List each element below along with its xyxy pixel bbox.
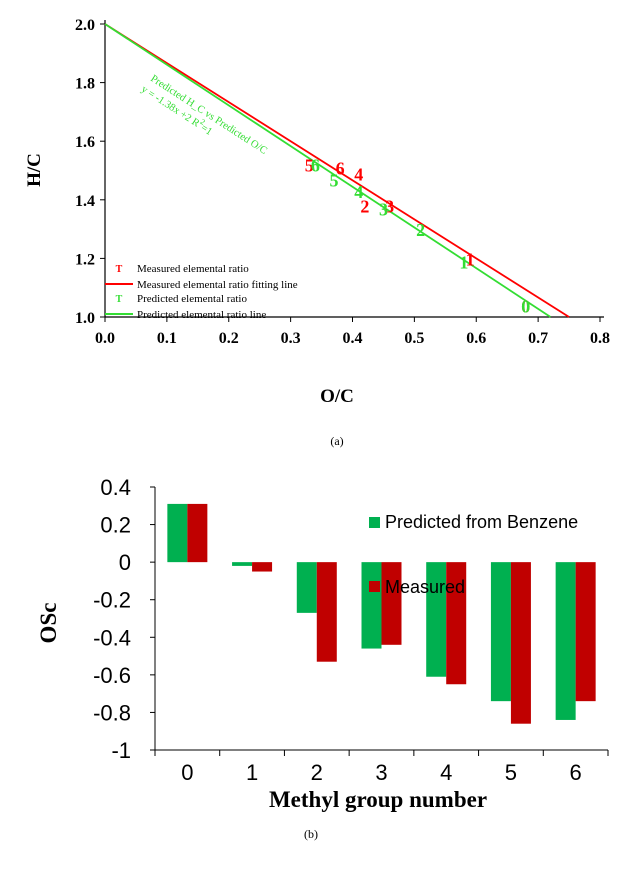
panel-b-x-tick-label: 5 <box>505 760 517 785</box>
data-label-measured-4: 4 <box>354 164 363 184</box>
data-label-measured-1: 1 <box>466 249 475 269</box>
panel-b-y-tick-label: -0.4 <box>93 625 131 650</box>
panel-b-y-axis-label: OSc <box>36 603 61 644</box>
legend-label-predicted-line: Predicted elemental ratio line <box>137 309 266 321</box>
legend-label-measured-bar: Measured <box>385 577 465 597</box>
panel-a-y-tick-label: 1.4 <box>75 193 95 210</box>
bar-predicted-3 <box>361 562 382 649</box>
panel-b-x-axis-label: Methyl group number <box>269 787 487 812</box>
legend-label-measured-line: Measured elemental ratio fitting line <box>137 279 298 291</box>
data-label-predicted-6: 6 <box>311 156 320 176</box>
panel-a-y-tick-label: 1.8 <box>75 76 95 93</box>
panel-b-x-tick-label: 4 <box>440 760 452 785</box>
panel-a-fit-lines <box>104 23 570 318</box>
panel-b-bars <box>167 503 596 724</box>
panel-a-y-tick-label: 1.6 <box>75 134 95 151</box>
legend-marker-predicted: T <box>116 294 123 305</box>
bar-measured-2 <box>316 562 337 662</box>
annotation-superscript: 2 <box>198 117 206 127</box>
panel-a-x-tick-label: 0.5 <box>404 330 424 347</box>
bar-measured-5 <box>510 562 531 724</box>
panel-b-x-tick-label: 2 <box>311 760 323 785</box>
panel-a-x-tick-label: 0.8 <box>590 330 610 347</box>
panel-a-axes: 0.0 0.1 0.2 0.3 0.4 0.5 0.6 0.7 0.8 1.0 1.2 1.4 1.6 1… <box>75 17 610 347</box>
data-label-predicted-0: 0 <box>521 296 530 316</box>
fit-line-predicted-elemental-ratio-line <box>104 23 551 318</box>
data-label-measured-5: 5 <box>305 156 314 176</box>
panel-a-x-tick-label: 0.0 <box>95 330 115 347</box>
legend-label-predicted: Predicted elemental ratio <box>137 293 247 305</box>
bar-predicted-0 <box>167 503 188 563</box>
data-label-measured-2: 2 <box>360 197 369 217</box>
panel-a-x-tick-label: 0.2 <box>219 330 239 347</box>
legend-swatch-measured <box>369 581 380 592</box>
panel-b-y-tick-label: 0.2 <box>100 513 131 538</box>
bar-measured-3 <box>381 562 402 645</box>
panel-b-bar-chart: 0.4 0.2 0 -0.2 -0.4 -0.6 -0.8 -1 0 1 2 3 4 5 6 Predict… <box>36 475 609 841</box>
panel-b-y-tick-label: 0 <box>119 550 131 575</box>
bar-measured-4 <box>446 562 467 685</box>
panel-b-y-tick-label: -0.2 <box>93 588 131 613</box>
panel-a-x-tick-label: 0.1 <box>157 330 177 347</box>
panel-a-x-axis-label: O/C <box>320 386 354 407</box>
bar-predicted-5 <box>490 562 511 702</box>
data-label-predicted-1: 1 <box>459 252 468 272</box>
panel-b-y-tick-label: -0.8 <box>93 700 131 725</box>
panel-a-x-tick-label: 0.4 <box>343 330 363 347</box>
bar-predicted-2 <box>296 562 317 613</box>
data-label-measured-3: 3 <box>385 197 394 217</box>
panel-a-x-tick-label: 0.6 <box>466 330 486 347</box>
data-label-measured-6: 6 <box>336 159 345 179</box>
panel-a-x-tick-label: 0.3 <box>281 330 301 347</box>
panel-a-y-axis-label: H/C <box>24 153 45 187</box>
bar-measured-0 <box>187 503 208 563</box>
data-label-predicted-3: 3 <box>379 200 388 220</box>
legend-label-measured: Measured elemental ratio <box>137 263 249 275</box>
panel-a-y-tick-label: 2.0 <box>75 17 95 34</box>
panel-a-scatter-chart: 0.0 0.1 0.2 0.3 0.4 0.5 0.6 0.7 0.8 1.0 1.2 1.4 1.6 1… <box>24 17 610 448</box>
data-label-predicted-2: 2 <box>416 220 425 240</box>
data-label-measured-0: 0 <box>521 296 530 316</box>
legend-marker-measured: T <box>116 264 123 275</box>
annotation-r-value: =1 <box>199 123 214 138</box>
data-label-predicted-4: 4 <box>354 182 363 202</box>
panel-b-x-tick-label: 3 <box>375 760 387 785</box>
panel-a-caption: (a) <box>330 434 343 448</box>
panel-b-caption: (b) <box>304 827 318 841</box>
panel-b-y-tick-label: -0.6 <box>93 663 131 688</box>
bar-measured-6 <box>575 562 596 702</box>
bar-predicted-4 <box>426 562 447 677</box>
panel-b-x-tick-label: 6 <box>570 760 582 785</box>
panel-b-axes: 0.4 0.2 0 -0.2 -0.4 -0.6 -0.8 -1 0 1 2 3 4 5 6 <box>93 475 609 785</box>
panel-b-legend: Predicted from Benzene Measured <box>369 512 578 597</box>
bar-measured-1 <box>252 562 273 572</box>
legend-swatch-predicted-from-benzene <box>369 517 380 528</box>
panel-a-x-tick-label: 0.7 <box>528 330 548 347</box>
legend-label-predicted-from-benzene: Predicted from Benzene <box>385 512 578 532</box>
panel-a-legend: T Measured elemental ratio Measured elem… <box>105 263 298 321</box>
bar-predicted-1 <box>232 562 253 566</box>
panel-a-y-tick-label: 1.0 <box>75 310 95 327</box>
fit-line-measured-elemental-ratio-fitting-line <box>104 23 570 318</box>
panel-b-y-tick-label: -1 <box>111 738 131 763</box>
panel-a-y-tick-label: 1.2 <box>75 251 95 268</box>
data-label-predicted-5: 5 <box>329 170 338 190</box>
panel-b-x-tick-label: 1 <box>246 760 258 785</box>
panel-b-x-tick-label: 0 <box>181 760 193 785</box>
bar-predicted-6 <box>555 562 576 720</box>
panel-b-y-tick-label: 0.4 <box>100 475 131 500</box>
